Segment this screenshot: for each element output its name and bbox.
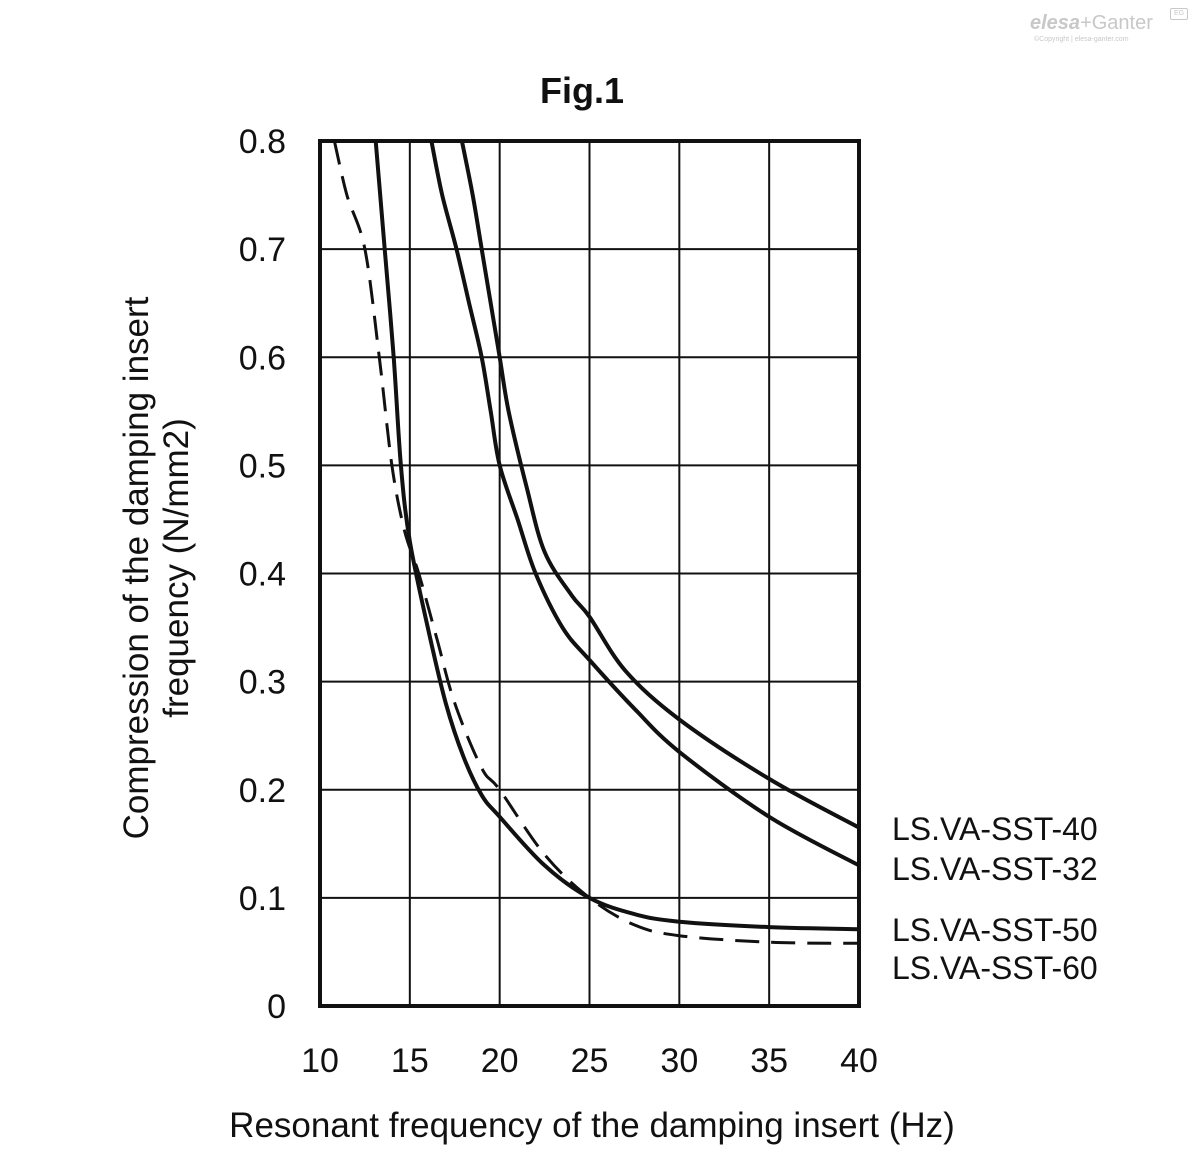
series-line-ls-va-sst-60 bbox=[332, 140, 860, 945]
x-tick-label: 40 bbox=[840, 1042, 878, 1080]
series-label-ls-va-sst-32: LS.VA-SST-32 bbox=[892, 851, 1098, 887]
x-tick-label: 35 bbox=[750, 1042, 788, 1080]
series-label-ls-va-sst-60: LS.VA-SST-60 bbox=[892, 950, 1098, 986]
series-line-ls-va-sst-50 bbox=[373, 140, 860, 932]
series-line-ls-va-sst-40 bbox=[459, 140, 860, 830]
series-group bbox=[332, 140, 860, 945]
grid bbox=[320, 141, 859, 1006]
y-tick-label: 0.6 bbox=[239, 339, 286, 377]
brand-wordmark: elesa+Ganter bbox=[1030, 12, 1153, 35]
x-tick-label: 15 bbox=[391, 1042, 429, 1080]
brand-copyright: ©Copyright | elesa-ganter.com bbox=[1034, 36, 1129, 43]
x-axis-label: Resonant frequency of the damping insert… bbox=[229, 1106, 955, 1145]
y-tick-label: 0.2 bbox=[239, 772, 286, 810]
y-axis-label-line-1: Compression of the damping insert bbox=[117, 296, 156, 839]
y-tick-label: 0.4 bbox=[239, 556, 286, 594]
y-tick-label: 0 bbox=[267, 988, 286, 1026]
x-tick-label: 10 bbox=[301, 1042, 339, 1080]
y-tick-labels: 0 0.1 0.2 0.3 0.4 0.5 0.6 0.7 0.8 bbox=[239, 123, 286, 1026]
brand-plus: + bbox=[1080, 12, 1092, 34]
y-axis-label-line-2: frequency (N/mm2) bbox=[157, 418, 196, 718]
brand-logo: elesa+Ganter EG ©Copyright | elesa-gante… bbox=[1030, 8, 1190, 48]
series-line-ls-va-sst-32 bbox=[429, 140, 860, 868]
y-axis-label: Compression of the damping insert freque… bbox=[117, 296, 196, 839]
series-label-ls-va-sst-50: LS.VA-SST-50 bbox=[892, 912, 1098, 948]
y-tick-label: 0.3 bbox=[239, 664, 286, 702]
chart-title: Fig.1 bbox=[540, 70, 624, 111]
x-tick-label: 25 bbox=[571, 1042, 609, 1080]
x-tick-label: 30 bbox=[660, 1042, 698, 1080]
brand-mark-icon: EG bbox=[1170, 8, 1188, 20]
brand-name-a: elesa bbox=[1030, 12, 1081, 34]
x-tick-labels: 10 15 20 25 30 35 40 bbox=[301, 1042, 878, 1080]
y-tick-label: 0.5 bbox=[239, 447, 286, 485]
y-tick-label: 0.8 bbox=[239, 123, 286, 161]
y-tick-label: 0.7 bbox=[239, 231, 286, 269]
brand-name-b: Ganter bbox=[1091, 12, 1153, 34]
x-tick-label: 20 bbox=[481, 1042, 519, 1080]
plot-frame bbox=[318, 139, 861, 1008]
series-label-ls-va-sst-40: LS.VA-SST-40 bbox=[892, 811, 1098, 847]
series-labels: LS.VA-SST-40 LS.VA-SST-32 LS.VA-SST-50LS.V… bbox=[892, 811, 1098, 986]
y-tick-label: 0.1 bbox=[239, 880, 286, 918]
